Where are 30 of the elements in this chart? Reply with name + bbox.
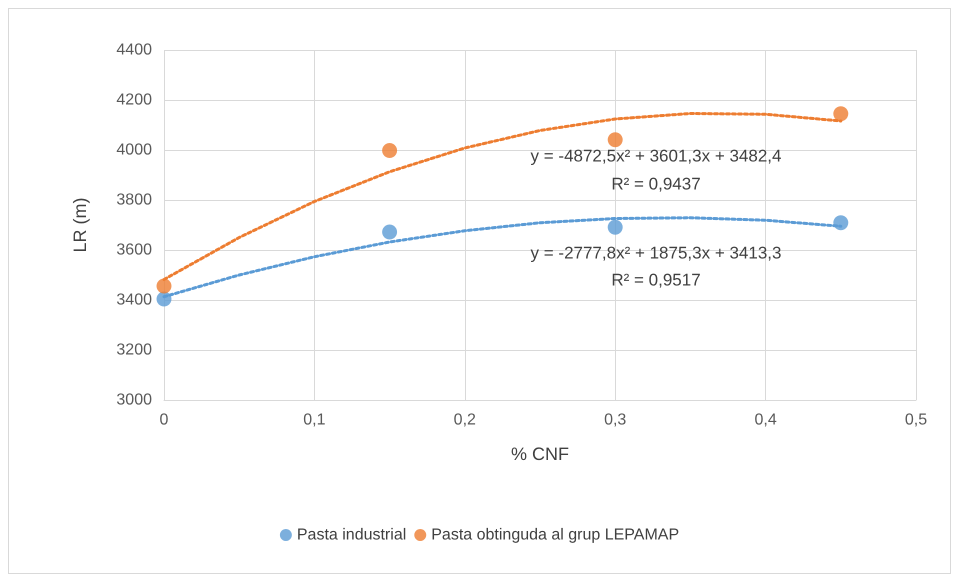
y-tick-label: 3000 <box>116 392 152 408</box>
y-tick-label: 3600 <box>116 242 152 258</box>
point <box>382 224 398 240</box>
x-tick-label: 0,5 <box>904 412 928 428</box>
y-tick-label: 4200 <box>116 92 152 108</box>
annotation: y = -4872,5x² + 3601,3x + 3482,4 <box>530 146 782 166</box>
legend-label: Pasta industrial <box>296 526 406 544</box>
y-tick-label: 4400 <box>116 42 152 58</box>
legend-label: Pasta obtinguda al grup LEPAMAP <box>431 526 680 544</box>
point <box>382 143 398 158</box>
y-tick-label: 3800 <box>116 192 152 208</box>
point <box>833 215 848 230</box>
x-axis-title: % CNF <box>511 444 570 464</box>
y-tick-label: 3200 <box>116 342 152 358</box>
point <box>156 292 172 306</box>
y-axis-title: LR (m) <box>70 198 90 252</box>
x-tick-label: 0 <box>160 412 169 428</box>
x-tick-label: 0,1 <box>303 412 326 428</box>
point <box>608 220 623 235</box>
annotation: R² = 0,9517 <box>611 270 701 290</box>
annotation: R² = 0,9437 <box>611 174 701 194</box>
x-tick-label: 0,3 <box>604 412 626 428</box>
point <box>156 278 172 294</box>
point <box>833 106 848 122</box>
annotation: y = -2777,8x² + 1875,3x + 3413,3 <box>530 244 782 262</box>
point <box>608 132 623 148</box>
x-tick-label: 0,2 <box>454 412 476 428</box>
x-tick-label: 0,4 <box>754 412 777 428</box>
y-tick-label: 4000 <box>116 142 152 158</box>
y-tick-label: 3400 <box>116 292 152 308</box>
